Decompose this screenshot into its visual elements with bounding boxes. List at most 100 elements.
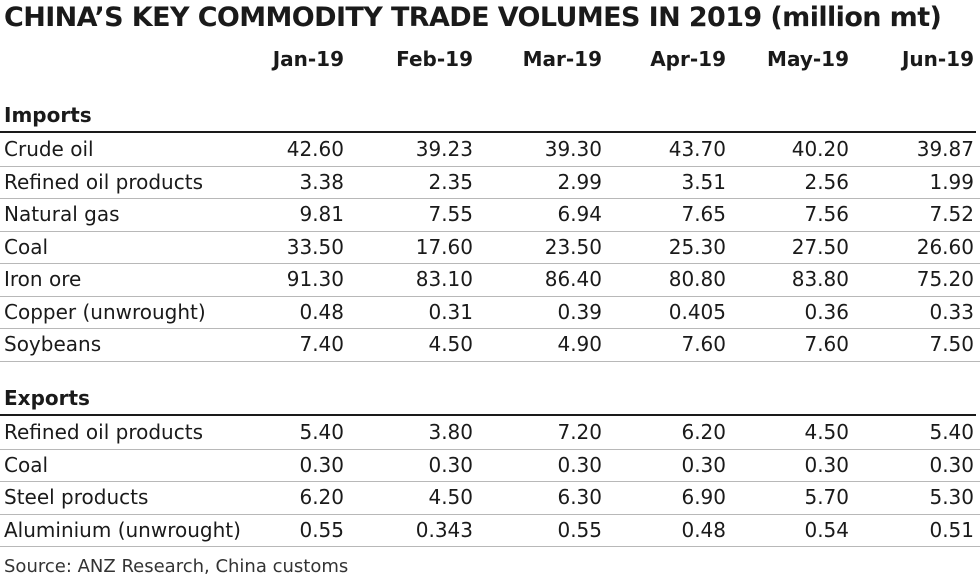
row-label: Refined oil products bbox=[4, 169, 203, 194]
table-cell: 0.36 bbox=[804, 299, 849, 324]
column-header: Jan-19 bbox=[272, 47, 344, 71]
table-cell: 0.33 bbox=[929, 299, 974, 324]
table-cell: 7.20 bbox=[557, 420, 602, 444]
column-header: Mar-19 bbox=[522, 47, 602, 71]
row-label: Copper (unwrought) bbox=[4, 299, 206, 324]
table-cell: 2.35 bbox=[428, 169, 473, 194]
table-cell: 86.40 bbox=[544, 267, 602, 291]
column-header: Feb-19 bbox=[396, 47, 473, 71]
table-cell: 17.60 bbox=[415, 234, 473, 259]
row-label: Coal bbox=[4, 234, 49, 259]
table-cell: 3.51 bbox=[681, 169, 726, 194]
table-row: Refined oil products 3.38 2.35 2.99 3.51 2.56… bbox=[0, 167, 980, 199]
table-cell: 0.39 bbox=[557, 299, 602, 324]
table-row: Crude oil 42.60 39.23 39.30 43.70 40.20 39.87 bbox=[0, 134, 980, 167]
table-row: Coal 0.30 0.30 0.30 0.30 0.30 0.30 bbox=[0, 450, 980, 482]
table-cell: 7.52 bbox=[929, 202, 974, 226]
table-cell: 4.90 bbox=[557, 332, 602, 356]
table-row: Copper (unwrought) 0.48 0.31 0.39 0.405 0.36 0… bbox=[0, 297, 980, 329]
table-cell: 5.40 bbox=[299, 420, 344, 444]
table-cell: 9.81 bbox=[299, 202, 344, 226]
table-cell: 26.60 bbox=[916, 234, 974, 259]
table-cell: 0.405 bbox=[668, 299, 726, 324]
table-cell: 0.48 bbox=[681, 517, 726, 542]
table-cell: 39.87 bbox=[916, 137, 974, 161]
table-cell: 0.30 bbox=[804, 452, 849, 477]
section-rule bbox=[0, 131, 976, 133]
table-cell: 83.80 bbox=[791, 267, 849, 291]
section-label: Exports bbox=[4, 386, 90, 410]
table-cell: 80.80 bbox=[668, 267, 726, 291]
table-cell: 40.20 bbox=[791, 137, 849, 161]
table-cell: 75.20 bbox=[916, 267, 974, 291]
table-cell: 7.60 bbox=[681, 332, 726, 356]
row-label: Natural gas bbox=[4, 202, 120, 226]
table-cell: 6.94 bbox=[557, 202, 602, 226]
section-label: Imports bbox=[4, 103, 92, 127]
table-cell: 42.60 bbox=[286, 137, 344, 161]
table-cell: 7.56 bbox=[804, 202, 849, 226]
table-cell: 0.30 bbox=[929, 452, 974, 477]
table-cell: 7.55 bbox=[428, 202, 473, 226]
table-cell: 2.99 bbox=[557, 169, 602, 194]
table-cell: 0.30 bbox=[557, 452, 602, 477]
table-cell: 0.54 bbox=[804, 517, 849, 542]
table-cell: 3.80 bbox=[428, 420, 473, 444]
table-row: Natural gas 9.81 7.55 6.94 7.65 7.56 7.52 bbox=[0, 199, 980, 232]
table-cell: 5.40 bbox=[929, 420, 974, 444]
source-note: Source: ANZ Research, China customs bbox=[4, 556, 349, 577]
table-cell: 83.10 bbox=[415, 267, 473, 291]
table-cell: 6.20 bbox=[681, 420, 726, 444]
table-cell: 7.60 bbox=[804, 332, 849, 356]
row-label: Aluminium (unwrought) bbox=[4, 517, 241, 542]
row-label: Refined oil products bbox=[4, 420, 203, 444]
table-cell: 7.40 bbox=[299, 332, 344, 356]
table-cell: 0.55 bbox=[557, 517, 602, 542]
table-cell: 6.90 bbox=[681, 485, 726, 509]
column-header: Jun-19 bbox=[901, 47, 974, 71]
table-cell: 3.38 bbox=[299, 169, 344, 194]
table-cell: 5.70 bbox=[804, 485, 849, 509]
row-label: Crude oil bbox=[4, 137, 94, 161]
table-title: CHINA’S KEY COMMODITY TRADE VOLUMES IN 2… bbox=[4, 2, 942, 33]
table-cell: 1.99 bbox=[929, 169, 974, 194]
table-cell: 4.50 bbox=[428, 332, 473, 356]
table-cell: 39.30 bbox=[544, 137, 602, 161]
table-cell: 4.50 bbox=[428, 485, 473, 509]
table-row: Refined oil products 5.40 3.80 7.20 6.20 4.50… bbox=[0, 417, 980, 450]
row-label: Coal bbox=[4, 452, 49, 477]
table-cell: 0.55 bbox=[299, 517, 344, 542]
table-row: Iron ore 91.30 83.10 86.40 80.80 83.80 75.20 bbox=[0, 264, 980, 297]
table-cell: 33.50 bbox=[286, 234, 344, 259]
table-row: Soybeans 7.40 4.50 4.90 7.60 7.60 7.50 bbox=[0, 329, 980, 362]
table-cell: 7.65 bbox=[681, 202, 726, 226]
table-cell: 2.56 bbox=[804, 169, 849, 194]
table-cell: 6.30 bbox=[557, 485, 602, 509]
table-cell: 0.30 bbox=[681, 452, 726, 477]
table-cell: 23.50 bbox=[544, 234, 602, 259]
table-cell: 25.30 bbox=[668, 234, 726, 259]
table-row: Aluminium (unwrought) 0.55 0.343 0.55 0.48 0.… bbox=[0, 515, 980, 547]
table-cell: 6.20 bbox=[299, 485, 344, 509]
table-cell: 0.30 bbox=[299, 452, 344, 477]
table-cell: 91.30 bbox=[286, 267, 344, 291]
table-cell: 0.343 bbox=[415, 517, 473, 542]
table-cell: 39.23 bbox=[415, 137, 473, 161]
table-row: Coal 33.50 17.60 23.50 25.30 27.50 26.60 bbox=[0, 232, 980, 264]
table-cell: 27.50 bbox=[791, 234, 849, 259]
column-header-row: Jan-19 Feb-19 Mar-19 Apr-19 May-19 Jun-19 bbox=[0, 47, 980, 77]
table-row: Steel products 6.20 4.50 6.30 6.90 5.70 5.30 bbox=[0, 482, 980, 515]
table-cell: 0.31 bbox=[428, 299, 473, 324]
table-cell: 0.51 bbox=[929, 517, 974, 542]
row-label: Soybeans bbox=[4, 332, 102, 356]
table-cell: 5.30 bbox=[929, 485, 974, 509]
section-rule bbox=[0, 414, 976, 416]
table-cell: 43.70 bbox=[668, 137, 726, 161]
column-header: May-19 bbox=[767, 47, 849, 71]
table-cell: 7.50 bbox=[929, 332, 974, 356]
row-label: Iron ore bbox=[4, 267, 82, 291]
table-cell: 4.50 bbox=[804, 420, 849, 444]
table-cell: 0.30 bbox=[428, 452, 473, 477]
column-header: Apr-19 bbox=[650, 47, 726, 71]
row-label: Steel products bbox=[4, 485, 149, 509]
